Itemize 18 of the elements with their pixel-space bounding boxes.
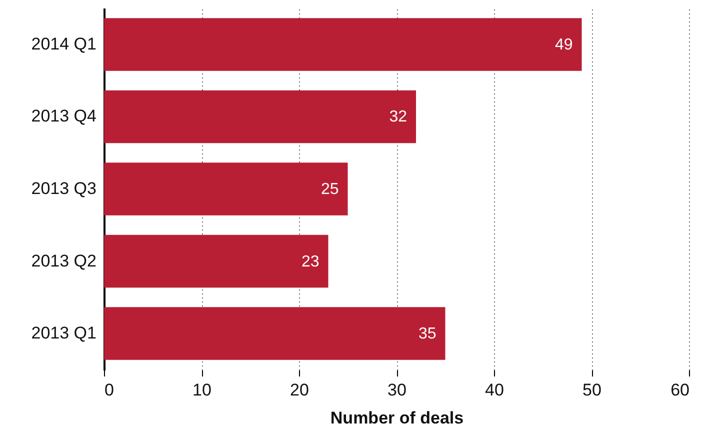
data-label: 25 — [320, 181, 339, 198]
data-label: 35 — [418, 326, 436, 343]
y-tick-label: 2013 Q2 — [31, 251, 96, 270]
x-tick-label: 10 — [192, 380, 212, 400]
data-label: 49 — [554, 36, 573, 54]
x-tick-label: 50 — [582, 380, 602, 400]
x-axis-title: Number of deals — [330, 408, 464, 428]
x-tick-label: 20 — [290, 380, 309, 400]
y-tick-label: 2013 Q3 — [31, 179, 96, 198]
x-tick-label: 40 — [485, 380, 504, 400]
data-label: 23 — [301, 253, 320, 270]
x-tick-label: 30 — [388, 380, 406, 400]
data-label: 32 — [389, 108, 408, 126]
y-tick-label: 2013 Q4 — [31, 106, 96, 126]
y-tick-label: 2014 Q1 — [31, 34, 96, 54]
x-tick-label: 0 — [104, 380, 114, 400]
x-tick-label: 60 — [670, 380, 690, 400]
y-tick-label: 2013 Q1 — [31, 324, 96, 343]
